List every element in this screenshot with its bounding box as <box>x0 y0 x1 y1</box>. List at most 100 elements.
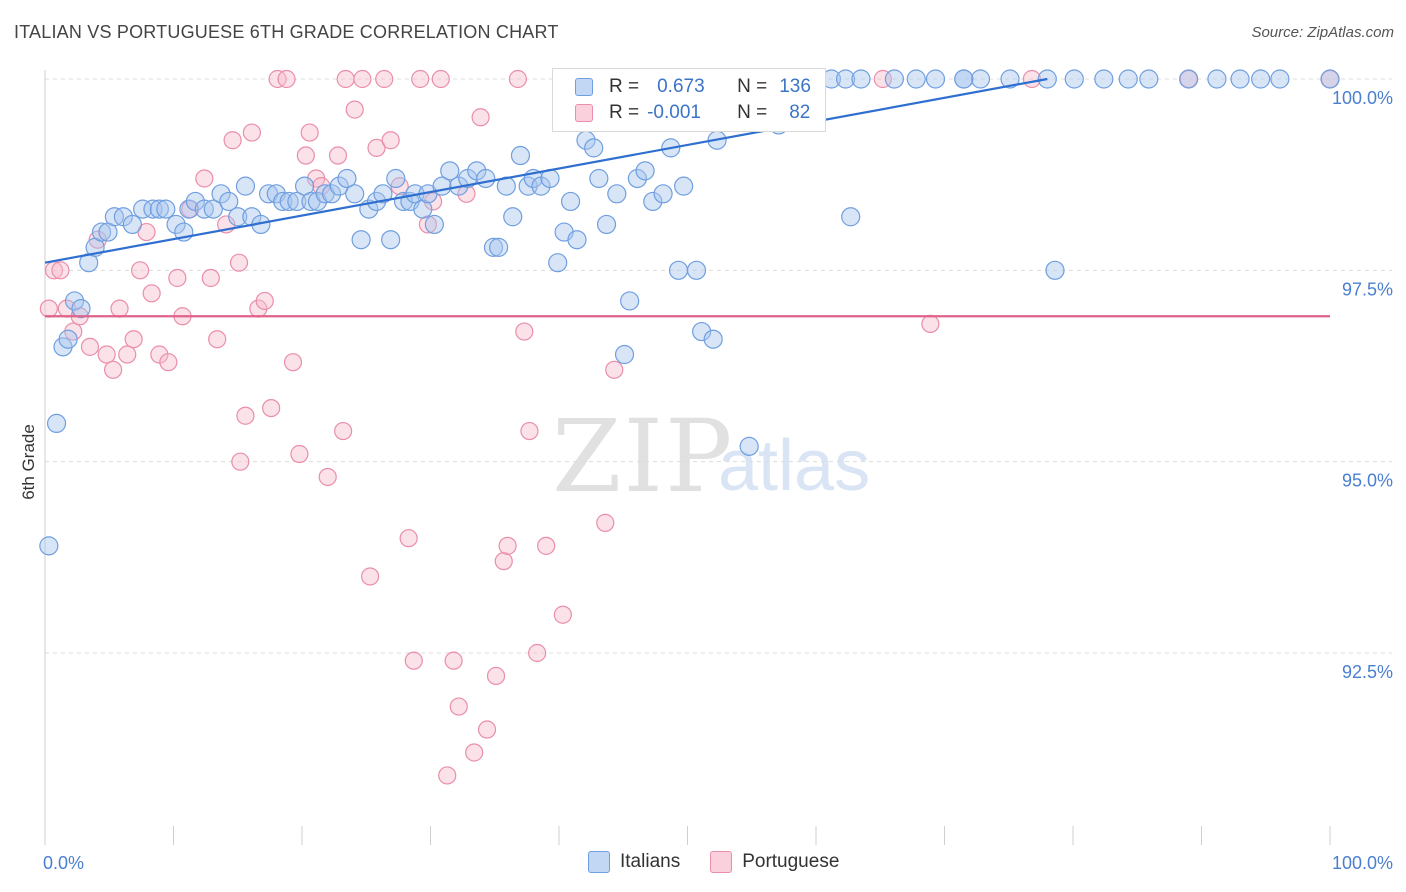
portuguese-point <box>353 69 372 89</box>
portuguese-point <box>283 353 303 372</box>
italians-point <box>476 168 496 189</box>
y-axis-title: 6th Grade <box>19 424 38 500</box>
italians-point <box>668 260 689 280</box>
stats-row-italians: R = 0.673 N = 136 <box>575 74 811 100</box>
italians-n-value: 136 <box>779 76 811 97</box>
portuguese-point <box>104 360 123 379</box>
italians-point <box>46 413 67 433</box>
portuguese-point <box>375 69 394 89</box>
portuguese-point <box>498 536 517 555</box>
italians-point <box>133 199 153 219</box>
x-tick-label-start: 0.0% <box>43 853 84 873</box>
italians-point <box>884 69 904 89</box>
portuguese-point <box>381 131 400 150</box>
portuguese-point <box>223 131 242 150</box>
portuguese-point <box>296 146 315 165</box>
portuguese-point <box>255 291 274 311</box>
italians-point <box>489 237 509 257</box>
italians-point <box>424 214 444 235</box>
portuguese-point <box>367 138 386 157</box>
italians-point <box>219 191 239 212</box>
italians-point <box>1045 260 1065 280</box>
italians-point <box>1207 69 1227 89</box>
portuguese-point <box>520 421 539 441</box>
legend-item-portuguese[interactable]: Portuguese <box>710 851 839 873</box>
watermark-zip: ZIP <box>552 398 735 515</box>
italians-r-value: 0.673 <box>657 76 705 97</box>
portuguese-point <box>39 299 58 318</box>
italians-point <box>211 184 231 204</box>
portuguese-point <box>486 666 506 686</box>
italians-point <box>413 199 433 219</box>
italians-point <box>273 191 293 212</box>
portuguese-point <box>921 314 940 334</box>
portuguese-point <box>159 353 178 372</box>
portuguese-point <box>411 69 430 89</box>
portuguese-point <box>97 345 116 364</box>
italians-point <box>1000 69 1020 89</box>
portuguese-point <box>449 697 468 716</box>
portuguese-point <box>277 69 296 89</box>
italians-point <box>560 191 581 212</box>
italians-point <box>627 168 647 189</box>
italians-point <box>166 214 186 235</box>
legend-item-italians[interactable]: Italians <box>588 851 680 873</box>
portuguese-point <box>477 720 497 739</box>
portuguese-point <box>118 345 137 364</box>
italians-point <box>329 176 349 196</box>
x-tick-label-end: 100.0% <box>1332 853 1393 873</box>
italians-point <box>692 321 712 342</box>
italians-point <box>674 176 694 196</box>
portuguese-point <box>438 766 457 785</box>
portuguese-point <box>444 651 463 670</box>
portuguese-point <box>431 69 450 89</box>
portuguese-point <box>508 69 527 89</box>
italians-point <box>954 69 974 89</box>
italians-point <box>510 145 531 166</box>
italians-point <box>1270 69 1290 89</box>
portuguese-point <box>361 567 380 586</box>
portuguese-point <box>596 513 615 532</box>
italians-point <box>203 199 223 219</box>
portuguese-point <box>300 123 319 142</box>
portuguese-point <box>208 330 227 349</box>
italians-point <box>835 69 856 89</box>
portuguese-point <box>51 261 70 280</box>
italians-point <box>58 329 78 349</box>
y-tick-label: 100.0% <box>1332 88 1393 108</box>
stats-row-portuguese: R = -0.001 N = 82 <box>575 100 810 126</box>
y-tick-label: 95.0% <box>1342 471 1393 491</box>
italians-point <box>503 207 523 227</box>
italians-point <box>1064 69 1084 89</box>
italians-point <box>373 184 393 204</box>
portuguese-point <box>605 360 624 379</box>
portuguese-point <box>553 605 572 624</box>
italians-point <box>122 214 142 235</box>
portuguese-point <box>494 552 513 571</box>
portuguese-point <box>328 146 348 165</box>
italians-point <box>228 207 248 227</box>
italians-point <box>686 260 707 280</box>
portuguese-point <box>537 536 556 555</box>
portuguese-point <box>465 743 484 762</box>
series-legend: Italians Portuguese <box>588 851 869 873</box>
legend-italians-label: Italians <box>620 851 681 872</box>
italians-point <box>739 436 759 456</box>
portuguese-n-value: 82 <box>789 102 811 123</box>
italians-point <box>64 291 85 311</box>
italians-point <box>635 161 655 181</box>
italians-point <box>596 214 617 235</box>
portuguese-point <box>110 299 129 318</box>
portuguese-point <box>80 337 100 356</box>
italians-point <box>287 191 307 212</box>
portuguese-point <box>336 69 355 89</box>
italians-point <box>925 69 946 89</box>
portuguese-point <box>290 444 309 464</box>
italians-point <box>386 168 406 189</box>
italians-point <box>548 253 568 273</box>
y-tick-label: 97.5% <box>1342 279 1393 299</box>
italians-point <box>149 199 169 219</box>
portuguese-point <box>471 108 490 127</box>
portuguese-point <box>195 169 214 188</box>
portuguese-point <box>124 330 143 349</box>
